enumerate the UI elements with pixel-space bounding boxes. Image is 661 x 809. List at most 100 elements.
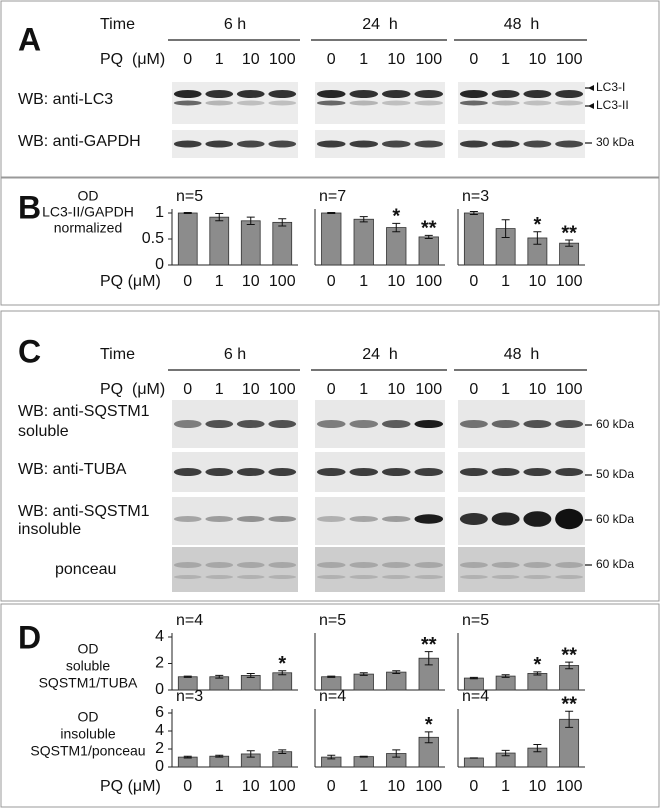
- time-label: Time: [100, 346, 135, 363]
- blot-band: [491, 562, 520, 568]
- lane-label: 1: [359, 51, 368, 68]
- blot-band: [349, 468, 379, 476]
- blot: [172, 547, 298, 592]
- bar: [463, 212, 484, 266]
- significance-mark: *: [533, 214, 541, 236]
- x-tick-label: 0: [327, 778, 336, 795]
- lane-label: 100: [269, 381, 296, 398]
- blot-band: [205, 468, 234, 476]
- blot-band: [523, 140, 552, 148]
- row-label: soluble: [18, 423, 69, 440]
- x-tick-label: 0: [469, 778, 478, 795]
- blot-band: [459, 513, 488, 525]
- blot-band: [381, 575, 411, 579]
- blot-band: [205, 562, 234, 568]
- marker-label: LC3-I: [596, 80, 625, 94]
- blot-band: [349, 140, 379, 148]
- error-bar: [278, 670, 287, 676]
- x-tick-label: 0: [327, 273, 336, 290]
- marker-arrow: [588, 85, 594, 91]
- bar: [418, 236, 439, 266]
- error-bar: [533, 671, 542, 676]
- significance-mark: *: [425, 714, 433, 736]
- pq-label: PQ (μM): [100, 51, 165, 68]
- row-label: WB: anti-GAPDH: [18, 133, 141, 150]
- x-tick-label: 10: [387, 778, 405, 795]
- blot-band: [523, 90, 552, 98]
- y-axis-label: OD: [78, 641, 99, 657]
- blot-band: [491, 140, 520, 148]
- lane-label: 100: [415, 51, 442, 68]
- significance-mark: **: [421, 218, 437, 240]
- chart-title: n=3: [176, 688, 203, 705]
- blot-band: [268, 575, 297, 579]
- blot-band: [459, 468, 488, 476]
- blot-band: [205, 90, 234, 98]
- lane-label: 10: [242, 381, 260, 398]
- y-axis-label: SQSTM1/ponceau: [30, 743, 145, 759]
- y-axis-label: insoluble: [60, 726, 115, 742]
- error-bar: [469, 210, 478, 216]
- error-bar: [327, 675, 336, 678]
- lane-label: 10: [528, 51, 546, 68]
- error-bar: [246, 216, 255, 225]
- blot-band: [459, 140, 488, 148]
- lane-label: 100: [269, 51, 296, 68]
- x-tick-label: 100: [556, 778, 583, 795]
- blot-band: [459, 562, 488, 568]
- y-axis-label: soluble: [66, 658, 111, 674]
- panel-letter: B: [18, 189, 41, 225]
- blot-band: [349, 562, 379, 568]
- blot-band: [349, 575, 379, 579]
- blot-band: [381, 90, 411, 98]
- row-label: WB: anti-SQSTM1: [18, 503, 150, 520]
- panel-d-frame: [0, 603, 660, 808]
- blot-band: [555, 562, 584, 568]
- time-point: 48 h: [504, 346, 540, 363]
- blot-band: [268, 90, 297, 98]
- blot-band: [349, 420, 379, 428]
- x-tick-label: 0: [183, 778, 192, 795]
- blot-band: [381, 100, 411, 106]
- bar: [386, 671, 407, 691]
- chart-title: n=4: [319, 688, 346, 705]
- x-tick-label: 100: [415, 778, 442, 795]
- time-point: 6 h: [224, 346, 246, 363]
- error-bar: [246, 672, 255, 678]
- x-tick-label: 0: [469, 273, 478, 290]
- marker-label: LC3-II: [596, 98, 629, 112]
- y-axis-label: normalized: [54, 220, 122, 236]
- error-bar: [501, 219, 510, 238]
- blot-band: [268, 420, 297, 428]
- blot-band: [414, 562, 444, 568]
- bar: [463, 757, 484, 768]
- bar: [272, 672, 293, 691]
- bar: [209, 216, 230, 266]
- x-tick-label: 1: [359, 778, 368, 795]
- y-axis-label: SQSTM1/TUBA: [39, 675, 138, 691]
- row-label: insoluble: [18, 521, 81, 538]
- significance-mark: *: [278, 653, 286, 675]
- bar: [321, 212, 342, 266]
- error-bar: [183, 755, 192, 759]
- blot-band: [523, 468, 552, 476]
- blot-band: [381, 140, 411, 148]
- blot-band: [173, 420, 202, 428]
- y-axis-label: OD: [78, 188, 99, 204]
- chart-title: n=3: [462, 188, 489, 205]
- error-bar: [359, 755, 368, 758]
- lane-label: 10: [387, 51, 405, 68]
- blot-band: [381, 468, 411, 476]
- blot-band: [236, 562, 265, 568]
- y-tick-label: 0: [155, 681, 164, 698]
- blot-band: [414, 575, 444, 579]
- blot-band: [491, 420, 520, 428]
- lane-label: 0: [469, 51, 478, 68]
- blot-band: [316, 90, 346, 98]
- chart-title: n=7: [319, 188, 346, 205]
- blot-band: [173, 140, 202, 148]
- blot-band: [173, 100, 202, 106]
- blot-band: [268, 468, 297, 476]
- error-bar: [469, 676, 478, 680]
- error-bar: [278, 749, 287, 754]
